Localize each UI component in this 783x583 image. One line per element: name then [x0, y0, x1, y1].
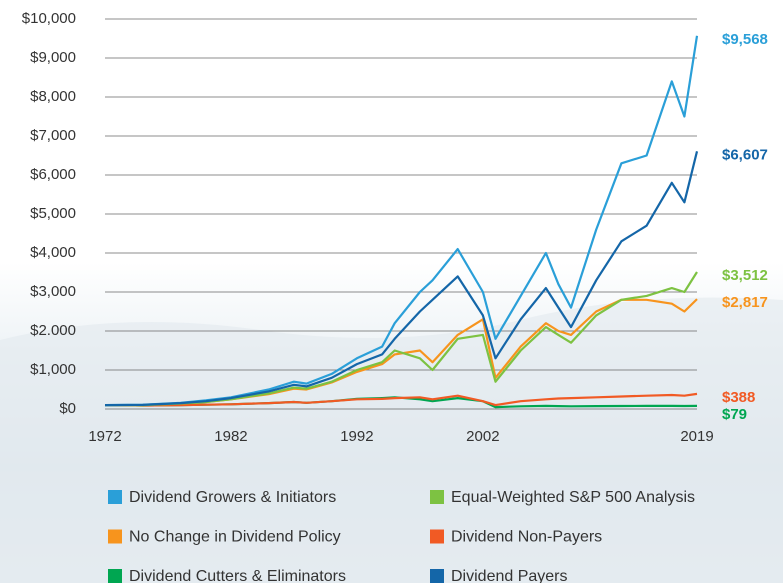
y-tick-label: $2.000	[30, 322, 76, 339]
legend-swatch	[108, 490, 122, 504]
x-tick-label: 1992	[340, 428, 373, 445]
y-tick-label: $6,000	[30, 166, 76, 183]
background-hills	[0, 297, 783, 583]
x-tick-label: 1982	[214, 428, 247, 445]
end-label: $388	[722, 389, 755, 406]
end-label: $6,607	[722, 146, 768, 163]
y-tick-label: $9,000	[30, 49, 76, 66]
end-label: $3,512	[722, 267, 768, 284]
legend-label: Dividend Cutters & Eliminators	[129, 568, 346, 583]
y-tick-label: $3,000	[30, 283, 76, 300]
legend-swatch	[108, 529, 122, 544]
series-line	[104, 151, 699, 407]
legend-label: Dividend Growers & Initiators	[129, 489, 336, 506]
legend-label: Dividend Payers	[451, 568, 568, 583]
y-tick-label: $1,000	[30, 361, 76, 378]
legend-swatch	[430, 529, 444, 544]
legend-label: No Change in Dividend Policy	[129, 529, 341, 546]
y-tick-label: $10,000	[22, 10, 76, 27]
series-line	[105, 271, 698, 407]
series-line	[104, 35, 699, 407]
x-tick-label: 2002	[466, 428, 499, 445]
end-label: $79	[722, 406, 747, 423]
end-label: $2,817	[722, 294, 768, 311]
legend-label: Equal-Weighted S&P 500 Analysis	[451, 489, 695, 506]
y-tick-label: $5,000	[30, 205, 76, 222]
x-tick-label: 2019	[680, 428, 713, 445]
y-tick-label: $0	[59, 400, 76, 417]
end-label: $9,568	[722, 31, 768, 48]
legend-swatch	[108, 569, 122, 583]
y-tick-label: $8,000	[30, 88, 76, 105]
y-tick-label: $4,000	[30, 244, 76, 261]
x-tick-label: 1972	[88, 428, 121, 445]
legend-swatch	[430, 569, 444, 583]
y-tick-label: $7,000	[30, 127, 76, 144]
legend-swatch	[430, 490, 444, 504]
series-line	[104, 392, 698, 407]
legend-label: Dividend Non-Payers	[451, 529, 602, 546]
